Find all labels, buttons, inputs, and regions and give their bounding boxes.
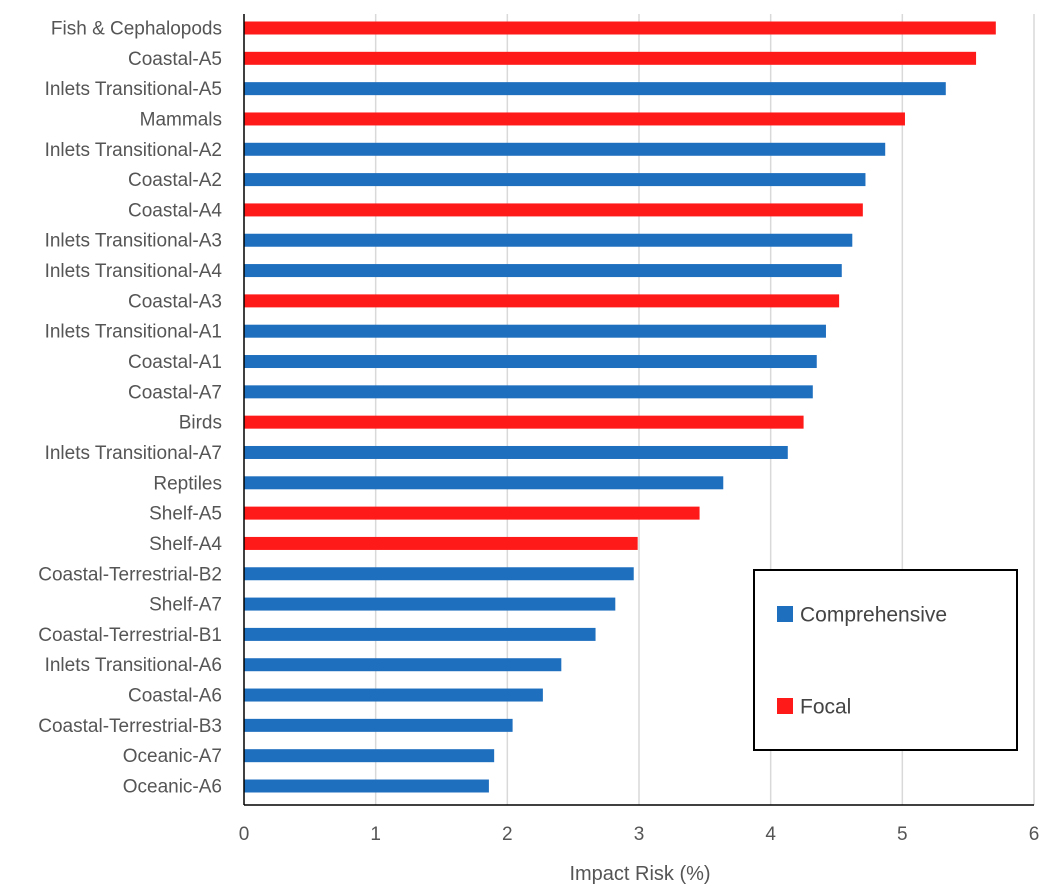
category-label-14: Inlets Transitional-A7 [45, 443, 222, 464]
bar-2 [244, 82, 946, 96]
bar-19 [244, 597, 616, 611]
bar-12 [244, 385, 813, 399]
category-label-3: Mammals [140, 109, 222, 130]
category-label-8: Inlets Transitional-A4 [45, 261, 223, 282]
category-label-17: Shelf-A4 [149, 534, 222, 555]
legend-swatch-1 [777, 698, 793, 714]
bar-5 [244, 173, 866, 187]
bar-24 [244, 749, 495, 763]
bar-23 [244, 718, 513, 732]
category-label-18: Coastal-Terrestrial-B2 [38, 564, 222, 585]
bar-3 [244, 112, 905, 126]
category-label-15: Reptiles [153, 473, 222, 494]
x-tick-label-1: 1 [370, 824, 381, 845]
bar-11 [244, 355, 817, 369]
legend-label-0: Comprehensive [800, 604, 947, 627]
category-label-1: Coastal-A5 [128, 49, 222, 70]
category-label-21: Inlets Transitional-A6 [45, 655, 222, 676]
category-label-4: Inlets Transitional-A2 [45, 140, 222, 161]
x-tick-label-5: 5 [897, 824, 908, 845]
x-axis-title: Impact Risk (%) [569, 863, 710, 885]
bar-10 [244, 324, 826, 338]
x-tick-label-4: 4 [765, 824, 776, 845]
x-tick-label-2: 2 [502, 824, 513, 845]
category-label-11: Coastal-A1 [128, 352, 222, 373]
bar-1 [244, 51, 977, 65]
x-tick-label-0: 0 [239, 824, 250, 845]
legend-swatch-0 [777, 606, 793, 622]
bar-18 [244, 567, 634, 581]
bar-17 [244, 536, 638, 550]
bar-21 [244, 658, 562, 672]
x-tick-labels: 0 1 2 3 4 5 6 [239, 824, 1040, 845]
category-labels: Fish & Cephalopods Coastal-A5 Inlets Trans… [38, 19, 222, 798]
category-label-19: Shelf-A7 [149, 595, 222, 616]
category-label-5: Coastal-A2 [128, 170, 222, 191]
bar-13 [244, 415, 804, 429]
bar-22 [244, 688, 543, 702]
category-label-23: Coastal-Terrestrial-B3 [38, 716, 222, 737]
x-tick-label-3: 3 [634, 824, 645, 845]
category-label-20: Coastal-Terrestrial-B1 [38, 625, 222, 646]
category-label-6: Coastal-A4 [128, 200, 222, 221]
category-label-25: Oceanic-A6 [123, 777, 222, 798]
bar-15 [244, 476, 724, 490]
bar-7 [244, 233, 853, 247]
bar-8 [244, 264, 842, 278]
bar-4 [244, 142, 886, 156]
category-label-16: Shelf-A5 [149, 504, 222, 525]
category-label-24: Oceanic-A7 [123, 746, 222, 767]
legend-items: Comprehensive Focal [777, 604, 947, 719]
x-tick-label-6: 6 [1029, 824, 1040, 845]
category-label-22: Coastal-A6 [128, 686, 222, 707]
category-label-10: Inlets Transitional-A1 [45, 322, 222, 343]
axes [243, 14, 1034, 806]
bar-16 [244, 506, 700, 520]
category-label-9: Coastal-A3 [128, 291, 222, 312]
bar-14 [244, 445, 788, 459]
bar-25 [244, 779, 489, 793]
legend-box [753, 569, 1018, 751]
legend: Comprehensive Focal [753, 569, 1018, 751]
category-label-13: Birds [179, 413, 222, 434]
bar-6 [244, 203, 863, 217]
category-label-12: Coastal-A7 [128, 382, 222, 403]
bars [244, 21, 996, 793]
category-label-7: Inlets Transitional-A3 [45, 231, 222, 252]
bar-9 [244, 294, 840, 308]
category-label-0: Fish & Cephalopods [51, 19, 222, 40]
bar-0 [244, 21, 996, 35]
legend-label-1: Focal [800, 696, 851, 719]
category-label-2: Inlets Transitional-A5 [45, 79, 222, 100]
bar-20 [244, 627, 596, 641]
